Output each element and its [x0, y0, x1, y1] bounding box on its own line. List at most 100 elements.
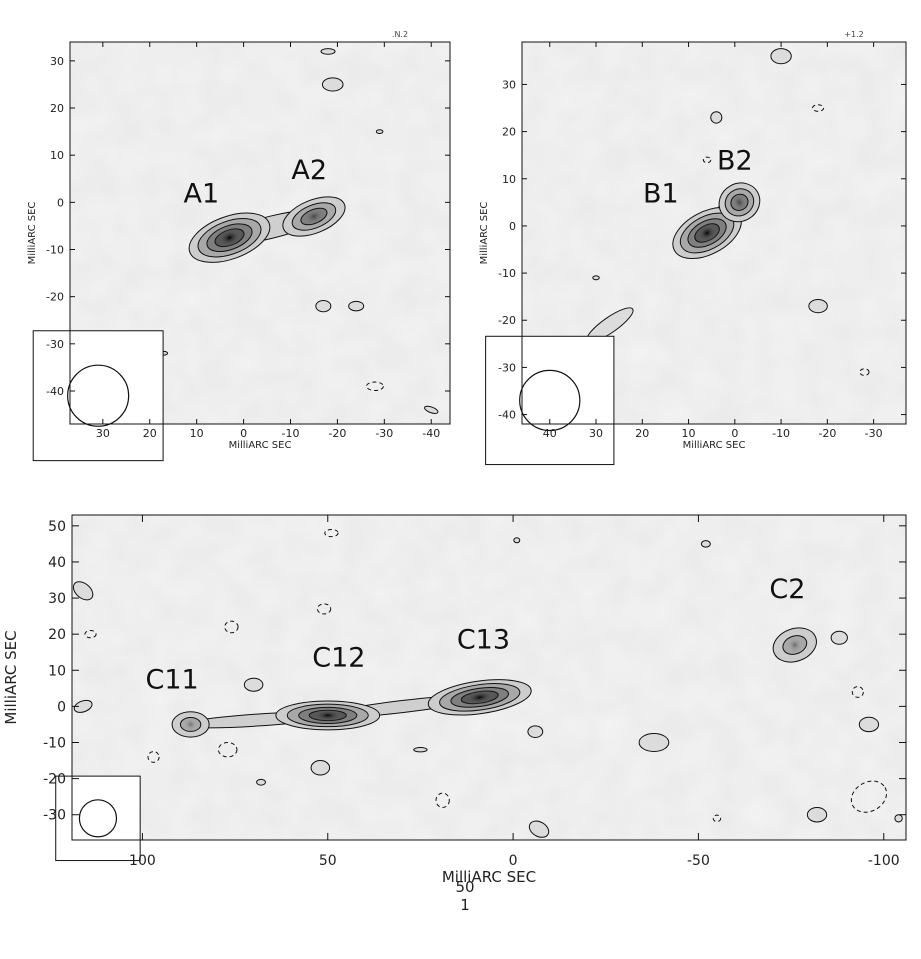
- y-tick-label: 0: [57, 196, 64, 209]
- component-b1: [672, 206, 742, 260]
- x-tick-label: 30: [589, 427, 603, 440]
- x-tick-label: 20: [143, 427, 157, 440]
- negative-contour-12: [851, 686, 864, 698]
- y-tick-label: 0: [509, 220, 516, 233]
- noise-contour-2: [243, 677, 264, 692]
- contours: [557, 48, 870, 376]
- noise-contour-13: [858, 716, 880, 733]
- y-tick-label: 40: [48, 555, 66, 571]
- x-axis-label: MilliARC SEC: [442, 868, 536, 886]
- y-tick-label: -30: [46, 338, 64, 351]
- plot-frame: [71, 514, 907, 841]
- noise-contour-9: [638, 732, 670, 753]
- x-tick-label: 10: [682, 427, 696, 440]
- x-tick-label: -10: [772, 427, 790, 440]
- negative-contour-17: [712, 814, 722, 823]
- y-tick-label: 30: [50, 55, 64, 68]
- peak-core: [463, 689, 497, 705]
- noise-contour-21: [73, 699, 93, 713]
- contours: [159, 48, 439, 414]
- x-tick-label: 30: [96, 427, 110, 440]
- y-tick-label: -40: [46, 385, 64, 398]
- x-axis-label: MilliARC SEC: [229, 440, 292, 451]
- y-tick-label: 0: [57, 699, 66, 715]
- y-tick-label: 20: [48, 627, 66, 643]
- x-tick-label: -10: [282, 427, 300, 440]
- beam-ellipse: [519, 369, 581, 432]
- noise-contour-0: [770, 48, 792, 65]
- x-tick-label: -30: [375, 427, 393, 440]
- negative-contour-4: [316, 603, 332, 615]
- noise-contour-7: [592, 275, 600, 281]
- x-tick-label: -100: [868, 853, 900, 869]
- y-axis-label: MilliARC SEC: [479, 202, 490, 265]
- y-tick-label: -20: [46, 291, 64, 304]
- y-tick-label: 10: [50, 149, 64, 162]
- noise-contour-4: [424, 405, 439, 414]
- x-axis-label: MilliARC SEC: [683, 440, 746, 451]
- component-b2: [718, 182, 761, 223]
- component-label-c2: C2: [769, 574, 805, 605]
- y-tick-label: -20: [498, 314, 516, 327]
- beam-ellipse: [78, 799, 118, 838]
- x-tick-label: 10: [190, 427, 204, 440]
- component-a1: [188, 212, 271, 263]
- noise-contour-25: [513, 537, 521, 544]
- component-label-a1: A1: [184, 178, 220, 209]
- noise-contour-1: [315, 299, 332, 313]
- component-c12: [275, 700, 381, 731]
- noise-contour-0: [321, 77, 344, 92]
- negative-contour-0: [324, 528, 339, 538]
- contours: [72, 528, 903, 838]
- negative-contour-15: [850, 780, 888, 813]
- x-tick-label: 0: [731, 427, 738, 440]
- x-tick-label: -50: [687, 853, 710, 869]
- footer-line-1: 50: [455, 878, 474, 896]
- component-label-c12: C12: [312, 643, 365, 674]
- x-tick-label: 0: [240, 427, 247, 440]
- x-tick-label: 40: [543, 427, 557, 440]
- y-tick-label: -30: [43, 808, 66, 824]
- component-c2: [772, 627, 817, 663]
- noise-contour-18: [528, 820, 550, 838]
- corner-label: +1.2: [844, 30, 863, 39]
- component-label-b1: B1: [643, 178, 679, 209]
- x-tick-label: 100: [129, 853, 156, 869]
- component-label-c13: C13: [457, 625, 510, 656]
- component-label-b2: B2: [717, 145, 753, 176]
- y-axis-label: MilliARC SEC: [2, 630, 20, 724]
- peak-core: [303, 208, 325, 225]
- peak-core: [184, 718, 197, 731]
- beam-box: [485, 335, 615, 466]
- peak-core: [695, 222, 719, 244]
- noise-contour-11: [830, 630, 848, 645]
- component-c11: [171, 711, 210, 738]
- component-label-c11: C11: [145, 664, 198, 695]
- peak-core: [216, 227, 243, 248]
- component-label-a2: A2: [291, 155, 327, 186]
- negative-contour-3: [365, 381, 384, 392]
- y-tick-label: 20: [502, 126, 516, 139]
- noise-contour-14: [806, 807, 828, 823]
- peak-core: [787, 637, 802, 653]
- noise-contour-8: [527, 725, 544, 738]
- negative-contour-22: [147, 751, 160, 763]
- x-tick-label: -30: [865, 427, 883, 440]
- negative-contour-3: [224, 620, 239, 634]
- y-tick-label: 30: [502, 78, 516, 91]
- y-tick-label: 10: [502, 173, 516, 186]
- beam-box: [32, 330, 164, 462]
- y-tick-label: 50: [48, 519, 66, 535]
- x-tick-label: -20: [328, 427, 346, 440]
- corner-label: .N.2: [392, 30, 408, 39]
- y-tick-label: -40: [498, 409, 516, 422]
- noise-contour-1: [710, 111, 723, 124]
- y-tick-label: -20: [43, 772, 66, 788]
- x-tick-label: -40: [422, 427, 440, 440]
- negative-contour-8: [702, 156, 712, 164]
- panel-a: A1 A2 30 20 10 0 -10 -20 -30 -40 30 20 10 0 -10 -20 -30 -…: [27, 30, 451, 462]
- negative-contour-5: [217, 742, 238, 758]
- y-tick-label: 10: [48, 663, 66, 679]
- negative-contour-20: [84, 630, 97, 639]
